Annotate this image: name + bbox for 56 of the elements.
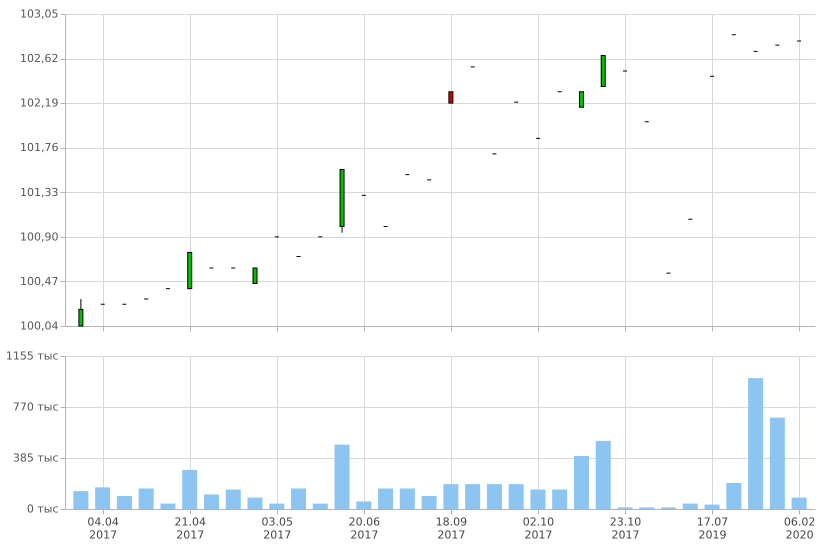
bar xyxy=(226,490,241,509)
y-tick-label: 101,76 xyxy=(20,141,58,154)
candlestick xyxy=(448,91,454,104)
bar xyxy=(73,491,88,509)
y-tick-label: 0 тыс xyxy=(26,502,58,516)
y-tick-label: 100,47 xyxy=(20,274,58,288)
bar xyxy=(574,456,589,509)
y-tick-label: 385 тыс xyxy=(12,452,58,464)
bar xyxy=(682,504,698,509)
bar xyxy=(530,490,546,509)
candlestick xyxy=(78,298,84,326)
bar xyxy=(378,488,394,509)
y-tick-label: 102,19 xyxy=(20,96,58,110)
bar xyxy=(116,496,132,509)
y-tick-label: 100,04 xyxy=(20,320,58,332)
x-tick-label: 03.05 2017 xyxy=(262,516,294,542)
x-tick-label: 06.02 2020 xyxy=(784,516,816,542)
bar xyxy=(182,470,198,509)
bar xyxy=(334,444,350,509)
candlestick xyxy=(252,267,258,284)
x-tick-label: 18.09 2017 xyxy=(436,516,468,542)
x-tick-label: 23.10 2017 xyxy=(610,516,642,542)
bar xyxy=(204,494,219,509)
x-tick-label: 20.06 2017 xyxy=(348,516,380,542)
y-tick-label: 770 тыс xyxy=(12,400,58,414)
x-tick-label: 17.07 2019 xyxy=(696,516,728,542)
bar xyxy=(443,484,458,509)
y-tick-label: 102,62 xyxy=(20,52,58,66)
bar xyxy=(422,496,437,509)
y-tick-label: 101,33 xyxy=(20,186,58,199)
bar xyxy=(748,378,764,509)
bar xyxy=(596,440,611,509)
bar xyxy=(248,498,262,509)
bar xyxy=(770,418,785,509)
bar xyxy=(138,488,154,509)
bar xyxy=(291,488,306,509)
bar xyxy=(704,504,720,509)
candlestick xyxy=(578,91,584,108)
bar xyxy=(269,504,284,509)
y-tick-label: 103,05 xyxy=(20,8,58,20)
x-tick-label: 21.04 2017 xyxy=(174,516,206,542)
bar xyxy=(508,484,524,509)
bar xyxy=(312,504,328,509)
y-tick-label: 1155 тыс xyxy=(6,350,58,362)
bar xyxy=(356,501,372,509)
bar xyxy=(465,484,480,509)
bar xyxy=(792,498,807,509)
bar xyxy=(486,484,502,509)
x-tick-label: 04.04 2017 xyxy=(87,516,119,542)
bar xyxy=(552,490,568,509)
bar xyxy=(400,488,415,509)
bar xyxy=(160,504,176,509)
bar xyxy=(95,487,110,509)
y-tick-label: 100,90 xyxy=(20,230,58,244)
bar xyxy=(726,483,742,509)
x-tick-label: 02.10 2017 xyxy=(522,516,554,542)
